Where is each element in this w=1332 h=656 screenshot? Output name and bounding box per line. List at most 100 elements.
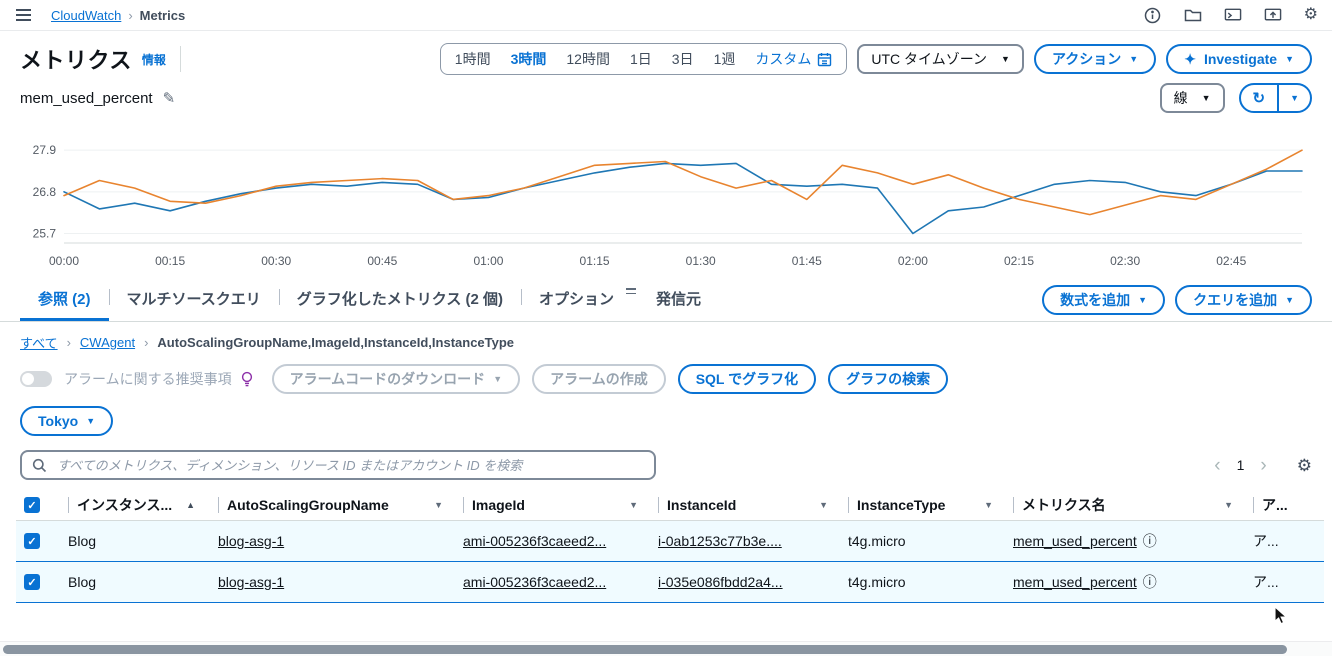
time-range-3h[interactable]: 3時間 [501, 49, 557, 69]
breadcrumb-cloudwatch-link[interactable]: CloudWatch [51, 8, 121, 23]
info-icon[interactable] [1144, 6, 1162, 24]
cell-metric-link[interactable]: mem_used_percent [1013, 533, 1137, 549]
refresh-button[interactable]: ↻ [1241, 85, 1280, 111]
time-range-1h[interactable]: 1時間 [445, 49, 501, 69]
tab-multi-source-query[interactable]: マルチソースクエリ [109, 278, 279, 321]
metric-info-icon[interactable]: ⓘ [1143, 572, 1157, 592]
chevron-down-icon: ▼ [1285, 296, 1294, 305]
metrics-search-box [20, 450, 656, 480]
chart-area: 25.726.827.900:0000:1500:3000:4501:0001:… [0, 119, 1332, 276]
top-navigation-bar: CloudWatch › Metrics ⚙ [0, 0, 1332, 31]
select-all-checkbox[interactable]: ✓ [24, 497, 40, 513]
time-range-custom[interactable]: カスタム [745, 49, 842, 69]
search-icon [32, 458, 47, 473]
add-query-button[interactable]: クエリを追加 ▼ [1175, 285, 1312, 315]
cell-imageid-link[interactable]: ami-005236f3caeed2... [463, 533, 606, 549]
tabs-bar: 参照 (2) マルチソースクエリ グラフ化したメトリクス (2 個) オプション… [0, 278, 1332, 322]
hamburger-menu-icon[interactable] [14, 7, 33, 23]
breadcrumb-separator: › [144, 335, 148, 350]
metrics-table: ✓ インスタンス... ▲ AutoScalingGroupName ▼ Image… [16, 490, 1324, 603]
row-checkbox[interactable]: ✓ [24, 574, 40, 590]
cell-asg-link[interactable]: blog-asg-1 [218, 533, 284, 549]
metric-info-icon[interactable]: ⓘ [1143, 531, 1157, 551]
breadcrumb-separator: › [128, 8, 132, 23]
chevron-down-icon[interactable]: ▼ [984, 500, 997, 510]
time-range-1w[interactable]: 1週 [704, 49, 746, 69]
time-range-1d[interactable]: 1日 [620, 49, 662, 69]
lightbulb-icon [240, 371, 254, 387]
add-math-button[interactable]: 数式を追加 ▼ [1042, 285, 1165, 315]
row-checkbox[interactable]: ✓ [24, 533, 40, 549]
metrics-line-chart[interactable]: 25.726.827.900:0000:1500:3000:4501:0001:… [16, 123, 1316, 273]
cell-asg-link[interactable]: blog-asg-1 [218, 574, 284, 590]
folder-icon[interactable] [1184, 6, 1202, 24]
graph-with-sql-button[interactable]: SQL でグラフ化 [678, 364, 816, 394]
table-row[interactable]: ✓ Blog blog-asg-1 ami-005236f3caeed2... … [16, 521, 1324, 562]
chevron-down-icon[interactable]: ▼ [1224, 500, 1237, 510]
investigate-label: Investigate [1204, 51, 1277, 67]
column-truncated[interactable]: ア... [1262, 495, 1288, 515]
crumb-all-link[interactable]: すべて [20, 333, 58, 352]
region-select-button[interactable]: Tokyo ▼ [20, 406, 113, 436]
download-alarm-code-button[interactable]: アラームコードのダウンロード ▼ [272, 364, 521, 394]
column-instance[interactable]: インスタンス... [77, 495, 172, 515]
calendar-icon [817, 52, 832, 67]
chevron-down-icon[interactable]: ▼ [434, 500, 447, 510]
previous-page-icon[interactable]: ‹ [1214, 456, 1220, 475]
download-alarm-code-label: アラームコードのダウンロード [290, 369, 486, 389]
tab-graphed-metrics[interactable]: グラフ化したメトリクス (2 個) [279, 278, 521, 321]
search-graph-label: グラフの検索 [846, 369, 930, 389]
refresh-split-button: ↻ ▼ [1239, 83, 1313, 113]
refresh-icon: ↻ [1253, 89, 1266, 107]
metrics-search-input[interactable] [55, 457, 644, 474]
search-graph-button[interactable]: グラフの検索 [828, 364, 948, 394]
time-range-3d[interactable]: 3日 [662, 49, 704, 69]
create-alarm-button[interactable]: アラームの作成 [532, 364, 666, 394]
tab-browse[interactable]: 参照 (2) [20, 278, 109, 321]
cell-instance: Blog [68, 574, 96, 590]
svg-text:25.7: 25.7 [33, 227, 57, 241]
column-metric-name[interactable]: メトリクス名 [1022, 495, 1106, 515]
column-imageid[interactable]: ImageId [472, 497, 525, 513]
info-link[interactable]: 情報 [142, 51, 166, 68]
crumb-namespace-link[interactable]: CWAgent [80, 335, 135, 350]
refresh-options-button[interactable]: ▼ [1279, 85, 1310, 111]
tab-source[interactable]: 発信元 [638, 278, 719, 321]
sort-ascending-icon[interactable]: ▲ [186, 500, 195, 510]
graph-type-select[interactable]: 線 ▼ [1160, 83, 1225, 113]
column-instanceid[interactable]: InstanceId [667, 497, 736, 513]
timezone-select[interactable]: UTC タイムゾーン ▼ [857, 44, 1024, 74]
svg-text:00:00: 00:00 [49, 254, 79, 268]
chevron-down-icon: ▼ [1290, 94, 1299, 103]
time-range-12h[interactable]: 12時間 [556, 49, 620, 69]
terminal-icon[interactable] [1224, 6, 1242, 24]
svg-text:01:15: 01:15 [580, 254, 610, 268]
tab-options[interactable]: オプション [521, 278, 632, 321]
table-preferences-gear-icon[interactable]: ⚙ [1297, 457, 1312, 474]
table-row[interactable]: ✓ Blog blog-asg-1 ami-005236f3caeed2... … [16, 562, 1324, 603]
column-instancetype[interactable]: InstanceType [857, 497, 945, 513]
cell-imageid-link[interactable]: ami-005236f3caeed2... [463, 574, 606, 590]
alarm-recommendations-toggle[interactable] [20, 371, 52, 387]
custom-label: カスタム [755, 49, 811, 69]
next-page-icon[interactable]: › [1260, 456, 1266, 475]
investigate-icon: ✦ [1184, 51, 1196, 68]
cell-instanceid-link[interactable]: i-0ab1253c77b3e.... [658, 533, 782, 549]
edit-pencil-icon[interactable]: ✎ [163, 89, 176, 107]
breadcrumb-current-page: Metrics [140, 8, 186, 23]
svg-text:02:00: 02:00 [898, 254, 928, 268]
page-number[interactable]: 1 [1237, 457, 1245, 473]
chevron-down-icon[interactable]: ▼ [629, 500, 642, 510]
cell-metric-link[interactable]: mem_used_percent [1013, 574, 1137, 590]
chevron-down-icon[interactable]: ▼ [819, 500, 832, 510]
chevron-down-icon: ▼ [1202, 94, 1211, 103]
actions-button[interactable]: アクション ▼ [1034, 44, 1156, 74]
cell-instanceid-link[interactable]: i-035e086fbdd2a4... [658, 574, 783, 590]
settings-icon[interactable]: ⚙ [1304, 7, 1318, 23]
horizontal-scrollbar-thumb[interactable] [3, 645, 1287, 654]
column-autoscalinggroupname[interactable]: AutoScalingGroupName [227, 497, 389, 513]
screen-share-icon[interactable] [1264, 6, 1282, 24]
investigate-button[interactable]: ✦ Investigate ▼ [1166, 44, 1312, 74]
cell-instancetype: t4g.micro [848, 533, 906, 549]
header-divider [180, 46, 181, 72]
